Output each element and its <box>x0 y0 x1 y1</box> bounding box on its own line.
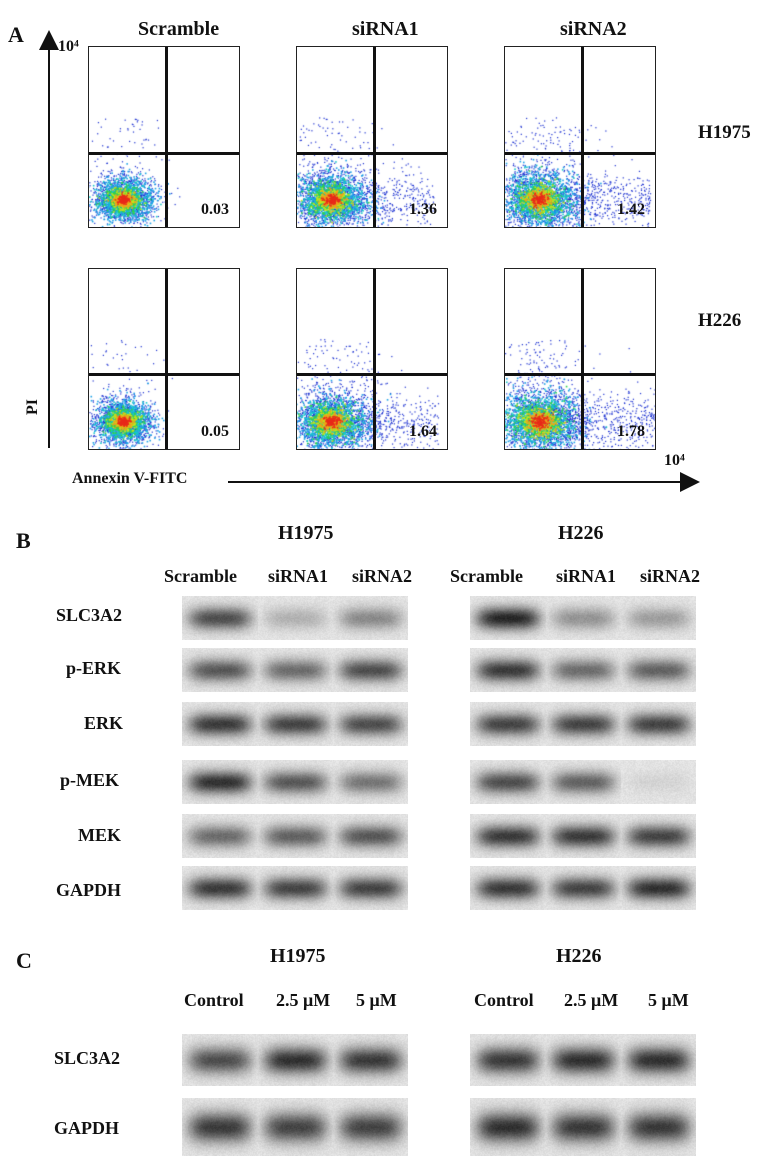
panel-b-letter: B <box>16 528 31 553</box>
blot-strip-h1975-gapdh <box>182 866 408 910</box>
flow-plot-h1975-sirna2: 1.42 <box>504 46 656 228</box>
blot-label-p-mek: p-MEK <box>60 770 120 790</box>
lane-label: Scramble <box>450 566 523 586</box>
blot-strip-h226-mek <box>470 814 696 858</box>
lane-label: 5 μM <box>648 990 689 1010</box>
group-title-h226: H226 <box>558 522 604 544</box>
row-label-h226: H226 <box>698 310 742 331</box>
blot-label-erk: ERK <box>84 713 124 733</box>
blot-strip-h226-erk <box>470 702 696 746</box>
quadrant-value: 1.36 <box>409 201 437 218</box>
lane-label: 2.5 μM <box>276 990 331 1010</box>
group-title-h1975: H1975 <box>278 522 334 544</box>
lane-label: Control <box>184 990 244 1010</box>
lane-label: 5 μM <box>356 990 397 1010</box>
group-title-h1975: H1975 <box>270 945 326 967</box>
quadrant-value: 0.03 <box>201 201 229 218</box>
lane-label: siRNA2 <box>640 566 701 586</box>
blot-strip-h226-gapdh <box>470 866 696 910</box>
column-header-sirna1: siRNA1 <box>352 18 419 40</box>
lane-label: 2.5 μM <box>564 990 619 1010</box>
blot-strip-h1975-erk <box>182 702 408 746</box>
flow-plot-h226-sirna1: 1.64 <box>296 268 448 450</box>
blot-strip-h226-slc3a2 <box>470 1034 696 1086</box>
quadrant-value: 1.42 <box>617 201 645 218</box>
blot-strip-h1975-slc3a2 <box>182 1034 408 1086</box>
flow-plot-h1975-scramble: 0.03 <box>88 46 240 228</box>
blot-strip-h1975-slc3a2 <box>182 596 408 640</box>
x-axis-max-label: 10⁴ <box>664 452 685 469</box>
quadrant-value: 1.64 <box>409 423 437 440</box>
blot-label-slc3a2: SLC3A2 <box>56 605 123 625</box>
flow-plot-h226-scramble: 0.05 <box>88 268 240 450</box>
lane-label: siRNA1 <box>268 566 329 586</box>
lane-label: siRNA1 <box>556 566 617 586</box>
blot-strip-h226-gapdh <box>470 1098 696 1156</box>
blot-strip-h226-p-erk <box>470 648 696 692</box>
panel-c-letter: C <box>16 948 32 973</box>
y-axis-label: PI <box>24 399 41 415</box>
lane-label: Control <box>474 990 534 1010</box>
y-axis-max-label: 10⁴ <box>58 38 79 55</box>
flow-plot-h1975-sirna1: 1.36 <box>296 46 448 228</box>
blot-strip-h226-slc3a2 <box>470 596 696 640</box>
flow-plot-h226-sirna2: 1.78 <box>504 268 656 450</box>
blot-label-slc3a2: SLC3A2 <box>54 1048 121 1068</box>
row-label-h1975: H1975 <box>698 122 751 143</box>
blot-strip-h1975-p-erk <box>182 648 408 692</box>
lane-label: Scramble <box>164 566 237 586</box>
blot-strip-h1975-p-mek <box>182 760 408 804</box>
blot-label-p-erk: p-ERK <box>66 658 122 678</box>
x-axis-label: Annexin V-FITC <box>72 470 188 487</box>
blot-strip-h226-p-mek <box>470 760 696 804</box>
column-header-scramble: Scramble <box>138 18 220 40</box>
group-title-h226: H226 <box>556 945 602 967</box>
lane-label: siRNA2 <box>352 566 413 586</box>
panel-a-letter: A <box>8 22 24 47</box>
quadrant-value: 0.05 <box>201 423 229 440</box>
blot-label-gapdh: GAPDH <box>56 880 121 900</box>
column-header-sirna2: siRNA2 <box>560 18 627 40</box>
blot-label-gapdh: GAPDH <box>54 1118 119 1138</box>
blot-strip-h1975-gapdh <box>182 1098 408 1156</box>
blot-label-mek: MEK <box>78 825 121 845</box>
quadrant-value: 1.78 <box>617 423 645 440</box>
blot-strip-h1975-mek <box>182 814 408 858</box>
